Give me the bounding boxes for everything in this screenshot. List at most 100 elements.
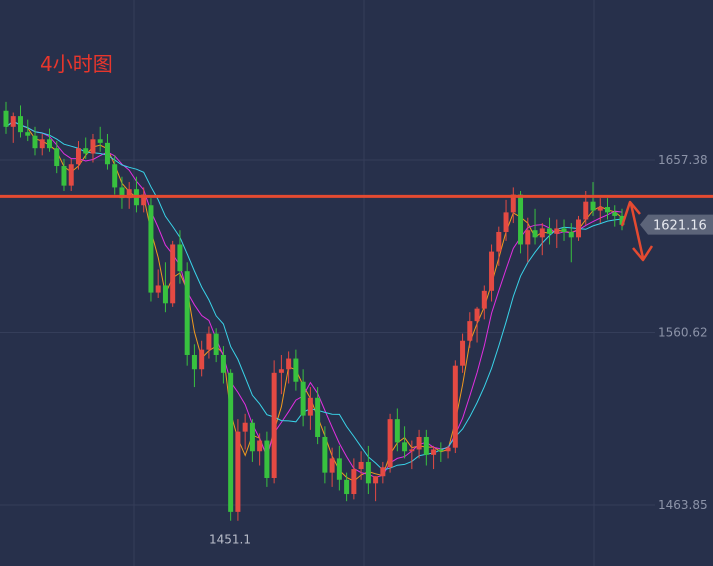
candle-body-58 (423, 436, 429, 455)
candle-2 (17, 105, 23, 138)
candle-body-31 (228, 372, 234, 512)
candle-74 (539, 223, 545, 256)
candle-19 (141, 187, 147, 213)
candle-71 (518, 190, 524, 254)
candle-body-30 (220, 354, 226, 373)
candle-58 (423, 429, 429, 466)
candle-69 (503, 199, 509, 241)
candle-body-78 (568, 231, 574, 238)
candle-0 (3, 101, 9, 134)
candle-27 (199, 340, 205, 377)
candle-82 (597, 198, 603, 224)
candle-body-65 (474, 308, 480, 322)
candle-47 (344, 472, 350, 502)
y-tick-label-2: 1463.85 (658, 498, 708, 512)
candle-40 (293, 349, 299, 391)
candle-body-64 (467, 321, 473, 341)
candle-72 (525, 217, 531, 263)
y-axis: 1657.38 1560.62 1463.85 1621.16 (640, 153, 713, 512)
candle-body-74 (539, 228, 545, 238)
candle-23 (170, 240, 176, 307)
candle-63 (460, 333, 466, 373)
candle-body-51 (373, 476, 379, 484)
candle-12 (90, 133, 96, 163)
candle-body-82 (597, 207, 603, 211)
candle-59 (431, 445, 437, 470)
candle-67 (489, 244, 495, 302)
candle-83 (605, 198, 611, 220)
candle-body-48 (351, 469, 357, 495)
candle-body-38 (278, 369, 284, 373)
candle-body-4 (32, 135, 38, 149)
candle-38 (278, 354, 284, 395)
candle-body-27 (199, 349, 205, 370)
candle-11 (83, 137, 89, 159)
candle-61 (445, 445, 451, 459)
candle-body-22 (162, 285, 168, 304)
candle-44 (322, 426, 328, 484)
candle-body-10 (75, 148, 81, 165)
candle-26 (191, 344, 197, 388)
candle-42 (307, 387, 313, 430)
up-arrow (620, 200, 641, 227)
candle-body-73 (532, 230, 538, 238)
candle-body-2 (17, 116, 23, 133)
candle-32 (235, 419, 241, 521)
candle-body-71 (518, 194, 524, 245)
candle-body-84 (612, 212, 618, 216)
candle-body-68 (496, 231, 502, 252)
candle-21 (155, 269, 161, 298)
candle-body-46 (336, 458, 342, 480)
candle-73 (532, 208, 538, 245)
candle-body-56 (409, 449, 415, 452)
candle-31 (228, 369, 234, 521)
candle-body-54 (394, 419, 400, 443)
candle-body-26 (191, 354, 197, 370)
candle-34 (249, 419, 255, 462)
candle-body-7 (54, 148, 60, 167)
candle-66 (481, 285, 487, 320)
candle-body-8 (61, 166, 67, 186)
candle-body-29 (213, 333, 219, 355)
candle-body-50 (365, 461, 371, 484)
candle-body-9 (68, 164, 74, 186)
candle-body-75 (547, 228, 553, 234)
candle-8 (61, 158, 67, 191)
candle-body-81 (590, 201, 596, 211)
candle-body-15 (112, 164, 118, 188)
candle-15 (112, 155, 118, 195)
candle-body-39 (286, 358, 292, 370)
candle-body-70 (510, 194, 516, 213)
current-price-label: 1621.16 (653, 219, 707, 234)
y-tick-label-1: 1560.62 (658, 325, 708, 339)
candle-28 (206, 326, 212, 359)
candle-13 (97, 126, 103, 152)
candle-24 (177, 230, 183, 284)
candle-54 (394, 408, 400, 452)
low-annotation: 1451.1 (209, 533, 251, 547)
candle-41 (300, 369, 306, 427)
candle-52 (380, 461, 386, 484)
down-arrow-shaft (629, 203, 645, 259)
candle-body-5 (39, 139, 45, 149)
candle-14 (104, 133, 110, 170)
candle-45 (329, 447, 335, 487)
candle-body-16 (119, 187, 125, 199)
candle-body-41 (300, 381, 306, 416)
candle-50 (365, 445, 371, 495)
candle-body-52 (380, 467, 386, 477)
candle-62 (452, 360, 458, 454)
candle-body-17 (126, 189, 132, 199)
candle-78 (568, 223, 574, 263)
candle-16 (119, 176, 125, 209)
candle-7 (54, 141, 60, 174)
candle-body-85 (619, 215, 625, 225)
candle-body-6 (46, 139, 52, 149)
candle-body-72 (525, 230, 531, 245)
candle-body-55 (402, 442, 408, 452)
candle-body-37 (271, 372, 277, 478)
candle-body-69 (503, 212, 509, 232)
candle-65 (474, 306, 480, 343)
candle-body-80 (583, 201, 589, 220)
